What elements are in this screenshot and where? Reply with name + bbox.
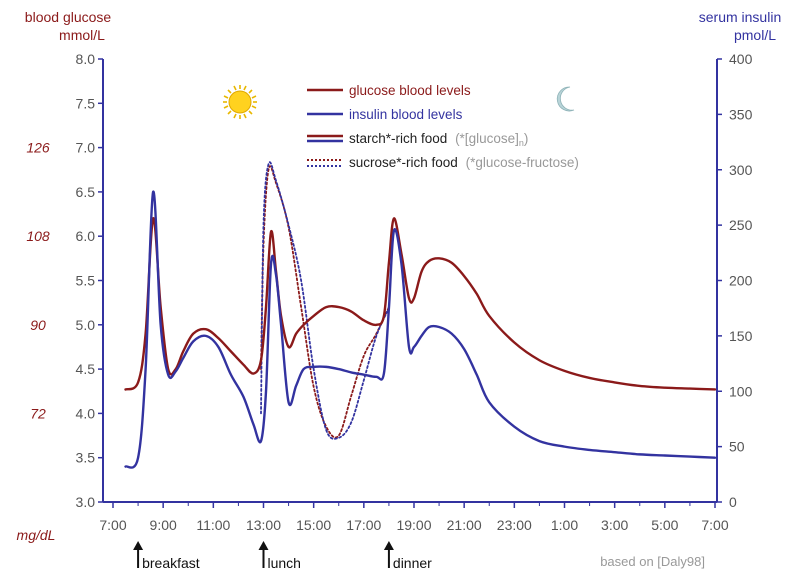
left-axis-title-line2: mmol/L	[59, 27, 105, 43]
legend-label-insulin: insulin blood levels	[349, 107, 463, 122]
legend-note-sucrose: (*glucose-fructose)	[466, 155, 579, 170]
x-tick-label: 23:00	[497, 517, 532, 533]
mgdl-tick-label: 72	[30, 405, 46, 421]
right-tick-label: 200	[729, 273, 753, 289]
legend-label-starch: starch*-rich food	[349, 131, 447, 146]
left-tick-label: 6.5	[76, 184, 96, 200]
right-tick-label: 250	[729, 217, 753, 233]
legend-item-starch: starch*-rich food (*[glucose]n)	[307, 131, 528, 148]
series-line-insulin-sucrose-rich-food	[260, 161, 390, 440]
right-axis-title-line1: serum insulin	[699, 9, 781, 25]
legend-item-sucrose: sucrose*-rich food (*glucose-fructose)	[307, 155, 579, 170]
left-tick-label: 4.5	[76, 361, 96, 377]
meal-label: breakfast	[142, 555, 200, 571]
x-tick-label: 15:00	[296, 517, 331, 533]
x-tick-label: 13:00	[246, 517, 281, 533]
x-tick-label: 5:00	[651, 517, 678, 533]
meal-markers: breakfast lunch dinner	[133, 541, 432, 571]
right-tick-label: 100	[729, 383, 753, 399]
left-tick-label: 5.0	[76, 317, 96, 333]
mgdl-tick-label: 108	[26, 228, 50, 244]
series-layer	[124, 161, 717, 469]
mgdl-axis-label: mg/dL	[17, 527, 56, 543]
x-tick-label: 7:00	[99, 517, 126, 533]
mgdl-tick-label: 126	[26, 140, 50, 156]
x-tick-label: 3:00	[601, 517, 628, 533]
mgdl-axis-ticks: 126 108 90 72	[26, 140, 50, 422]
right-axis-title-line2: pmol/L	[734, 27, 776, 43]
x-tick-label: 19:00	[396, 517, 431, 533]
x-tick-label: 21:00	[447, 517, 482, 533]
meal-label: dinner	[393, 555, 432, 571]
meal-arrow-head	[133, 541, 144, 550]
x-tick-label: 7:00	[701, 517, 728, 533]
mgdl-tick-label: 90	[30, 317, 46, 333]
right-tick-label: 400	[729, 51, 753, 67]
legend-text-starch: starch*-rich food (*[glucose]n)	[349, 131, 528, 148]
legend-note-starch: (*[glucose]	[455, 131, 519, 146]
legend: glucose blood levels insulin blood level…	[307, 83, 579, 170]
left-tick-label: 8.0	[76, 51, 96, 67]
source-note: based on [Daly98]	[600, 554, 705, 569]
meal-arrow-head	[258, 541, 269, 550]
left-tick-label: 3.5	[76, 450, 96, 466]
left-axis-ticks: 3.0 3.5 4.0 4.5 5.0 5.5 6.0 6.5 7.0 7.5 8.0	[76, 51, 103, 510]
right-tick-label: 350	[729, 106, 753, 122]
left-tick-label: 5.5	[76, 273, 96, 289]
left-tick-label: 6.0	[76, 228, 96, 244]
legend-label-glucose: glucose blood levels	[349, 83, 471, 98]
legend-item-insulin: insulin blood levels	[307, 107, 463, 122]
meal-label: lunch	[268, 555, 301, 571]
series-line-glucose-blood-levels	[124, 217, 717, 391]
legend-item-glucose: glucose blood levels	[307, 83, 471, 98]
legend-label-sucrose: sucrose*-rich food	[349, 155, 458, 170]
left-tick-label: 7.5	[76, 95, 96, 111]
right-axis-ticks: 0 50 100 150 200 250 300 350 400	[717, 51, 753, 510]
left-tick-label: 4.0	[76, 405, 96, 421]
left-tick-label: 7.0	[76, 140, 96, 156]
x-axis-ticks: 7:00 9:00 11:00 13:00 15:00 17:00 19:00 21:00 23…	[99, 502, 729, 533]
series-line-insulin-blood-levels	[124, 190, 717, 469]
legend-note-end-starch: )	[524, 131, 529, 146]
legend-text-sucrose: sucrose*-rich food (*glucose-fructose)	[349, 155, 579, 170]
right-tick-label: 0	[729, 494, 737, 510]
legend-note-sub-starch: n	[519, 138, 524, 148]
x-tick-label: 1:00	[551, 517, 578, 533]
x-tick-label: 11:00	[196, 517, 230, 533]
left-axis-title-line1: blood glucose	[25, 9, 112, 25]
right-tick-label: 150	[729, 328, 753, 344]
meal-arrow-head	[383, 541, 394, 550]
x-tick-label: 17:00	[346, 517, 381, 533]
sun-icon	[223, 85, 257, 119]
moon-icon	[556, 86, 575, 112]
left-tick-label: 3.0	[76, 494, 96, 510]
x-tick-label: 9:00	[150, 517, 177, 533]
right-tick-label: 300	[729, 162, 753, 178]
right-tick-label: 50	[729, 439, 745, 455]
